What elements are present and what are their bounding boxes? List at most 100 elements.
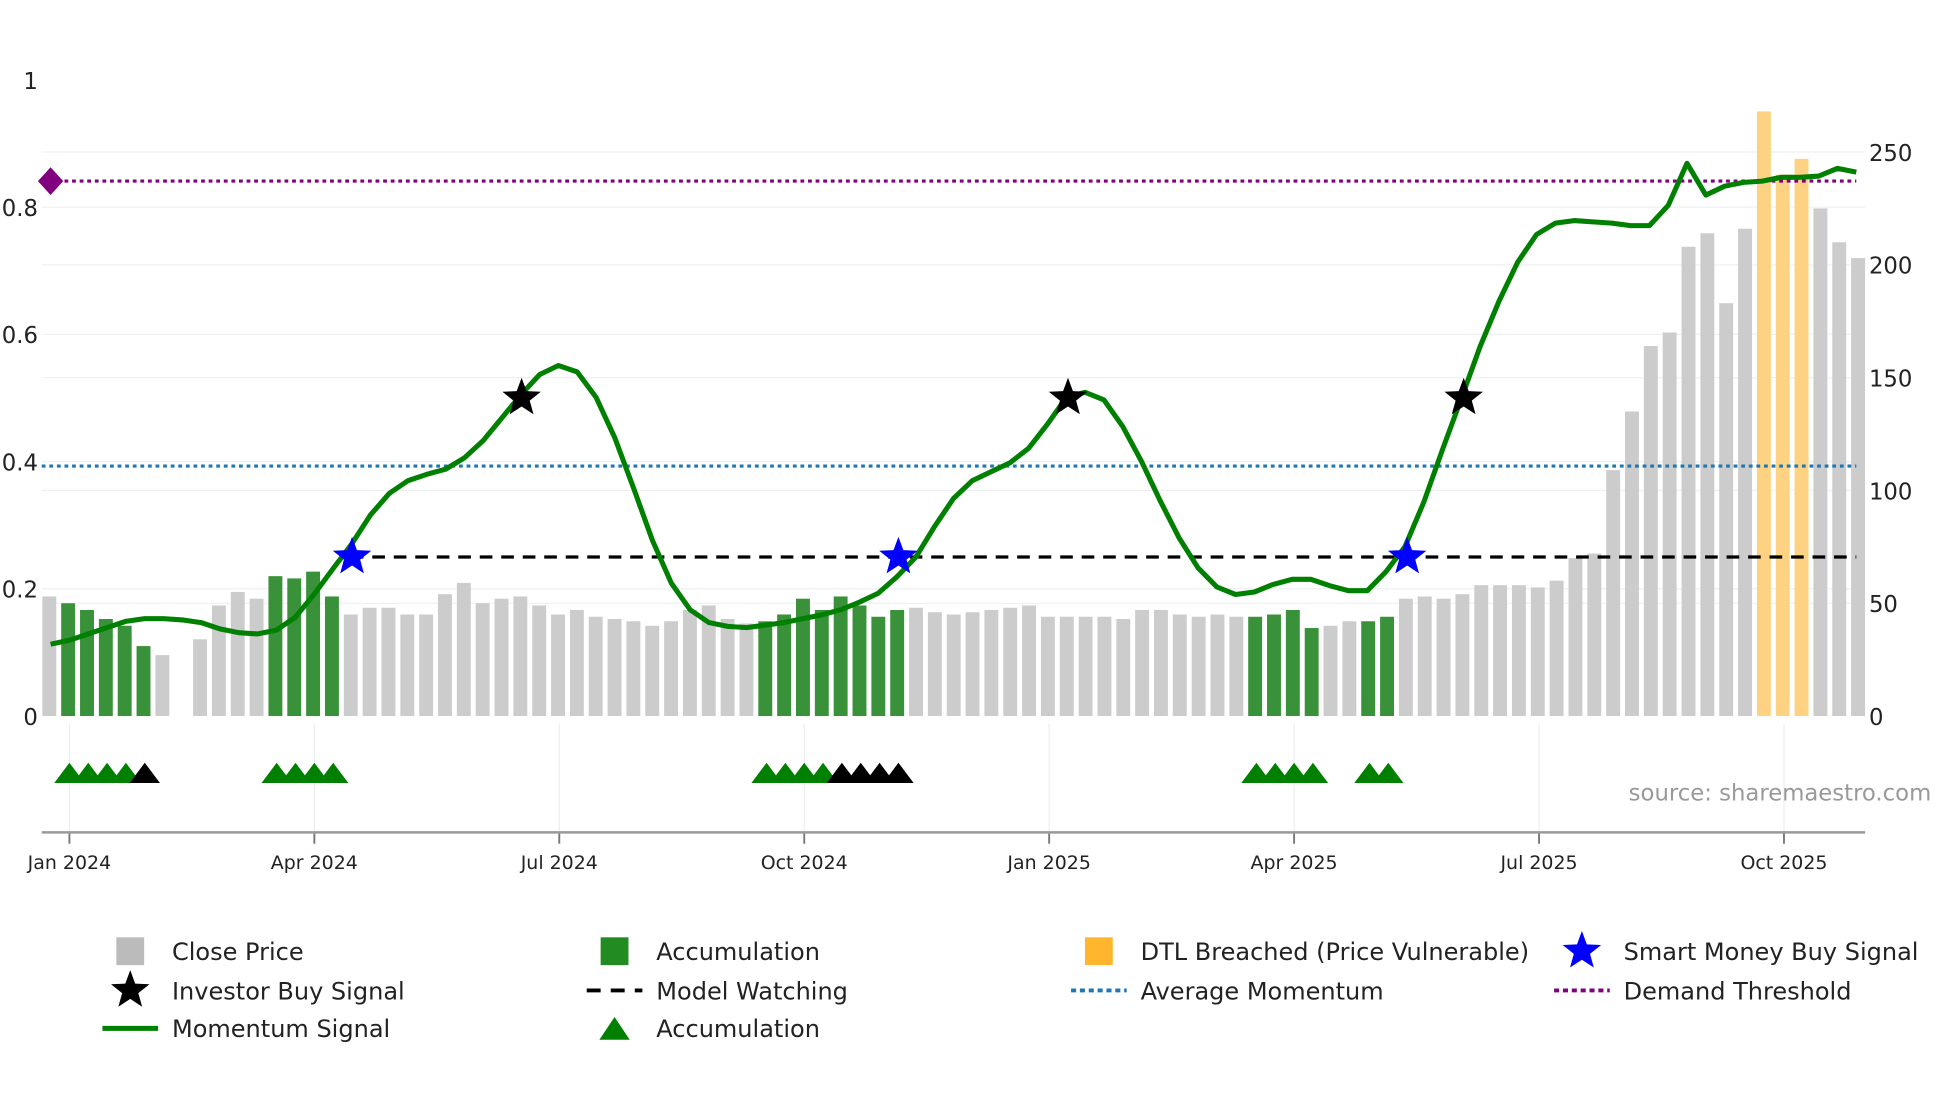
close-price-bar xyxy=(343,614,358,717)
x-tick-label: Apr 2025 xyxy=(1251,852,1338,874)
close-price-bar xyxy=(419,614,434,717)
legend-item: Model Watching xyxy=(586,977,848,1005)
close-price-bar xyxy=(1719,303,1734,717)
close-price-bar xyxy=(1172,614,1187,717)
close-price-bar xyxy=(230,591,245,717)
accumulation-bar xyxy=(814,609,829,717)
close-price-bar xyxy=(1436,598,1451,717)
left-y-tick-label: 0 xyxy=(23,705,37,731)
close-price-bar xyxy=(1832,242,1847,717)
dtl-breached-bar xyxy=(1794,158,1809,717)
accumulation-bar xyxy=(1361,621,1376,717)
close-price-bar xyxy=(1474,585,1489,717)
legend: Close Price Accumulation DTL Breached (Pri… xyxy=(102,930,1918,1043)
accumulation-bar xyxy=(758,621,773,717)
close-price-bar xyxy=(494,598,509,717)
left-y-tick-label: 0.2 xyxy=(2,578,38,604)
x-tick-label: Apr 2024 xyxy=(271,852,358,874)
legend-label: Investor Buy Signal xyxy=(172,977,405,1005)
close-price-bar xyxy=(984,609,999,717)
close-price-bar xyxy=(1606,470,1621,717)
accumulation-bar xyxy=(1380,616,1395,717)
close-price-bar xyxy=(626,621,641,717)
accumulation-bar xyxy=(324,596,339,717)
accumulation-bar xyxy=(890,609,905,717)
x-tick-label: Oct 2025 xyxy=(1740,852,1827,874)
x-tick-label: Oct 2024 xyxy=(761,852,848,874)
right-y-tick-label: 200 xyxy=(1869,254,1912,280)
close-price-bar xyxy=(682,609,697,717)
accumulation-bar xyxy=(1267,614,1281,717)
accumulation-bar xyxy=(1248,616,1263,717)
close-price-bar xyxy=(1022,605,1037,717)
dtl-breached-bar xyxy=(1775,174,1790,717)
close-price-bar xyxy=(1229,616,1244,717)
close-price-bar xyxy=(1681,246,1696,717)
investor-buy-star-icon xyxy=(1048,377,1088,415)
close-price-bar xyxy=(362,607,377,717)
close-price-bar xyxy=(1135,609,1150,717)
close-price-bar xyxy=(1059,616,1074,717)
accumulation-bar xyxy=(136,646,151,717)
close-price-bar xyxy=(193,639,208,717)
close-price-bar xyxy=(1738,228,1752,717)
close-price-bar xyxy=(1342,621,1357,717)
axes: Jan 2024 Apr 2024 Jul 2024 Oct 2024 Jan 2025… xyxy=(2,69,1913,874)
accumulation-triangle-icon xyxy=(1373,762,1404,784)
close-price-bar xyxy=(1097,616,1112,717)
close-price-bar xyxy=(1530,587,1545,717)
accumulation-bar xyxy=(1304,628,1319,717)
legend-label: Accumulation xyxy=(656,1015,820,1043)
legend-item: Average Momentum xyxy=(1071,977,1384,1005)
right-y-tick-label: 100 xyxy=(1869,479,1912,505)
close-price-bar xyxy=(438,594,452,717)
accumulation-bar xyxy=(61,603,76,717)
close-price-bar xyxy=(1662,332,1677,717)
close-price-bar xyxy=(946,614,961,717)
close-price-bar xyxy=(664,621,679,717)
close-price-bar xyxy=(1398,598,1413,717)
accumulation-bar xyxy=(268,576,283,717)
x-tick-label: Jul 2024 xyxy=(520,852,598,874)
close-price-bar xyxy=(42,596,57,717)
legend-triangle-icon xyxy=(599,1016,630,1040)
close-price-bar xyxy=(155,655,170,717)
legend-item: Close Price xyxy=(116,937,304,966)
close-price-bar xyxy=(513,596,528,717)
demand-threshold-diamond-icon xyxy=(37,167,64,196)
accumulation-bar xyxy=(833,596,848,717)
close-price-bar xyxy=(1625,411,1639,717)
close-price-bar xyxy=(1040,616,1055,717)
left-y-tick-label: 0.8 xyxy=(2,196,38,222)
legend-item: Smart Money Buy Signal xyxy=(1562,930,1918,968)
left-y-tick-label: 0.6 xyxy=(2,323,38,349)
close-price-bar xyxy=(1003,607,1018,717)
close-price-bar xyxy=(381,607,396,717)
legend-label: Momentum Signal xyxy=(172,1015,390,1043)
accumulation-bar xyxy=(796,598,810,717)
close-price-bar xyxy=(532,605,547,717)
close-price-bar xyxy=(1549,580,1564,717)
dtl-breached-bar xyxy=(1756,111,1771,717)
right-y-tick-label: 50 xyxy=(1869,592,1898,618)
price-bars xyxy=(42,111,1866,717)
close-price-bar xyxy=(965,612,980,717)
accumulation-bar xyxy=(871,616,886,717)
right-y-tick-label: 150 xyxy=(1869,366,1912,392)
close-price-bar xyxy=(1210,614,1225,717)
close-price-bar xyxy=(1323,625,1338,717)
legend-item: Momentum Signal xyxy=(102,1015,390,1043)
legend-square-icon xyxy=(1084,937,1113,966)
close-price-bar xyxy=(249,598,264,717)
accumulation-triangle-icon xyxy=(883,762,914,784)
close-price-bar xyxy=(927,612,942,717)
close-price-bar xyxy=(720,619,735,717)
close-price-bar xyxy=(1455,594,1470,717)
accumulation-triangle-icon xyxy=(1297,762,1329,784)
close-price-bar xyxy=(1417,596,1432,717)
close-price-bar xyxy=(1643,346,1658,717)
right-y-tick-label: 250 xyxy=(1869,141,1912,167)
accumulation-bar xyxy=(306,571,321,717)
close-price-bar xyxy=(1116,619,1131,717)
